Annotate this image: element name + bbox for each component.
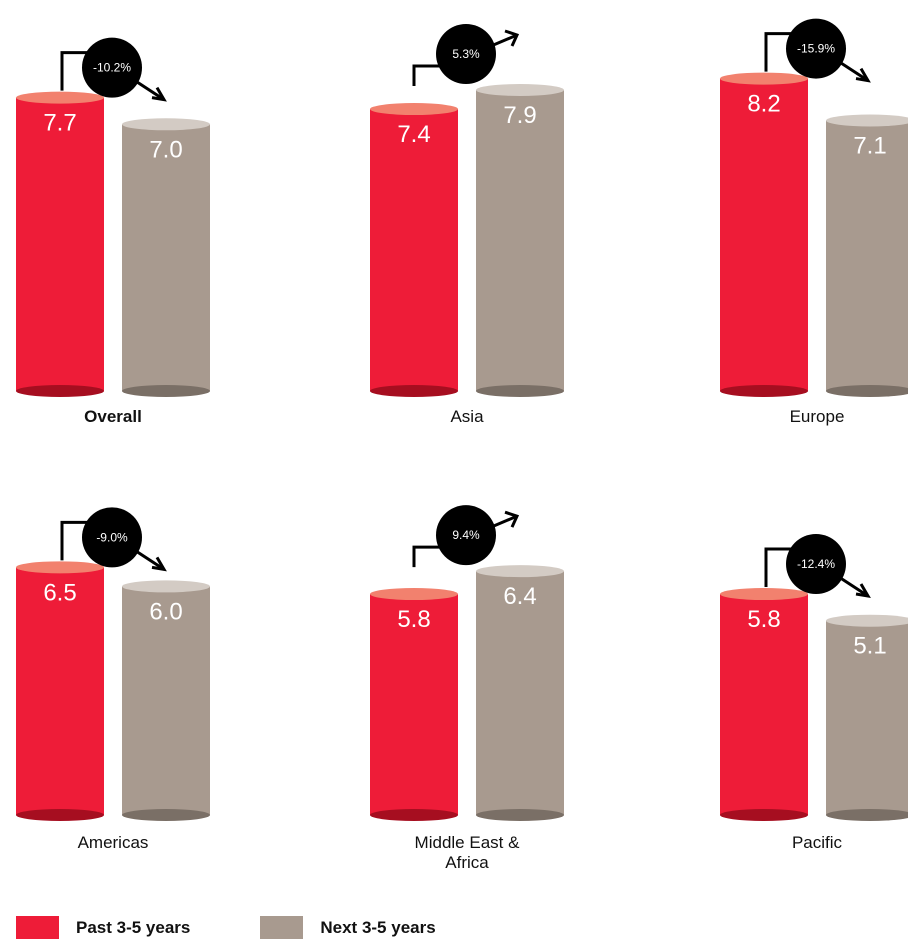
data-label: 7.7 [43,110,76,137]
bar-next-base [122,385,210,397]
category-label: Europe [790,407,845,426]
change-label: -9.0% [96,530,128,544]
data-label: 7.9 [503,102,536,129]
legend-label-past: Past 3-5 years [76,917,191,937]
change-badge [436,505,496,566]
bar-next-top [826,114,908,127]
category-label: Pacific [792,833,843,852]
bar-past-base [370,809,458,821]
bar-next [826,620,908,815]
bar-past [16,567,104,815]
change-badge [436,24,496,85]
bar-next-top [826,614,908,627]
bar-next-base [826,385,908,397]
bar-next-top [476,565,564,578]
legend-item-past: Past 3-5 years [16,916,190,939]
bar-past [16,97,104,391]
change-badge [786,18,846,79]
bar-next [476,90,564,391]
category-label: Asia [450,407,484,426]
bar-next-base [826,809,908,821]
change-badge [82,507,142,568]
bar-past [720,594,808,815]
change-label: -12.4% [797,557,835,571]
bar-past [370,594,458,815]
trend-arrow-head [151,86,167,102]
legend-item-next: Next 3-5 years [260,916,436,939]
bar-past-base [720,385,808,397]
category-label: Middle East & [415,833,521,852]
change-badge [82,37,142,98]
bar-past-top [720,72,808,85]
data-label: 5.8 [747,606,780,633]
bar-next [122,586,210,815]
legend: Past 3-5 years Next 3-5 years [16,916,506,939]
bar-past-top [16,561,104,574]
data-label: 6.0 [149,598,182,625]
bar-next [122,124,210,392]
bar-past-top [370,588,458,601]
bar-past [720,78,808,391]
data-label: 5.8 [397,606,430,633]
data-label: 5.1 [853,633,886,660]
bar-next-base [476,809,564,821]
change-label: 5.3% [452,47,480,61]
data-label: 6.4 [503,583,536,610]
bar-past-base [16,809,104,821]
change-label: -15.9% [797,42,835,56]
data-label: 7.1 [853,132,886,159]
bar-past-base [16,385,104,397]
bar-past-top [16,91,104,104]
bar-next-top [122,580,210,593]
bar-next-base [122,809,210,821]
trend-arrow-head [855,583,871,599]
data-label: 8.2 [747,91,780,118]
bar-next [476,571,564,815]
legend-swatch-past [16,916,59,939]
bar-past-top [720,588,808,601]
bar-past [370,109,458,391]
legend-label-next: Next 3-5 years [320,917,436,937]
bar-past-base [720,809,808,821]
trend-arrow-head [504,29,520,47]
change-label: 9.4% [452,528,480,542]
change-badge [786,534,846,595]
data-label: 6.5 [43,579,76,606]
bar-past-top [370,103,458,116]
trend-arrow-head [151,556,167,572]
trend-arrow-head [855,67,871,83]
data-label: 7.0 [149,136,182,163]
change-label: -10.2% [93,61,131,75]
category-label: Americas [78,833,149,852]
bar-next-top [122,118,210,131]
bar-next [826,120,908,392]
trend-arrow-head [504,510,520,528]
data-label: 7.4 [397,121,430,148]
bar-past-base [370,385,458,397]
bar-next-base [476,385,564,397]
category-label: Overall [84,407,142,426]
category-label: Africa [445,853,489,872]
legend-swatch-next [260,916,304,939]
bar-next-top [476,84,564,97]
